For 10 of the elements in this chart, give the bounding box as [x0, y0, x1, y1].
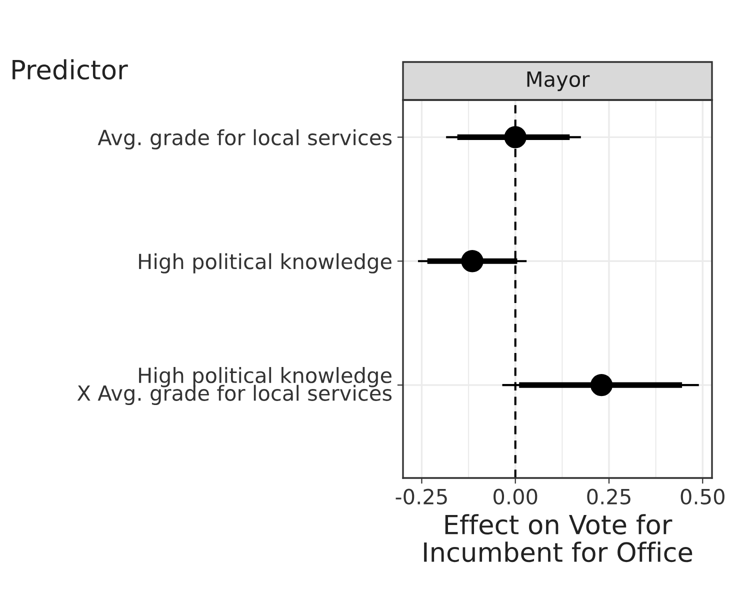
- x-axis-title: Effect on Vote for Incumbent for Office: [424, 514, 692, 562]
- y-axis-title: Predictor: [12, 59, 128, 80]
- y-tick-label: Avg. grade for local services: [98, 129, 392, 150]
- chart-title: Mayor: [527, 72, 590, 92]
- y-tick-label: High political knowledge X Avg. grade for local services: [77, 367, 392, 406]
- x-tick-label: 0.50: [680, 488, 724, 505]
- x-tick-label: 0.25: [587, 488, 630, 505]
- x-tick-label: 0.00: [494, 488, 538, 505]
- x-tick-label: -0.25: [396, 488, 447, 505]
- y-tick-label: High political knowledge: [139, 253, 392, 274]
